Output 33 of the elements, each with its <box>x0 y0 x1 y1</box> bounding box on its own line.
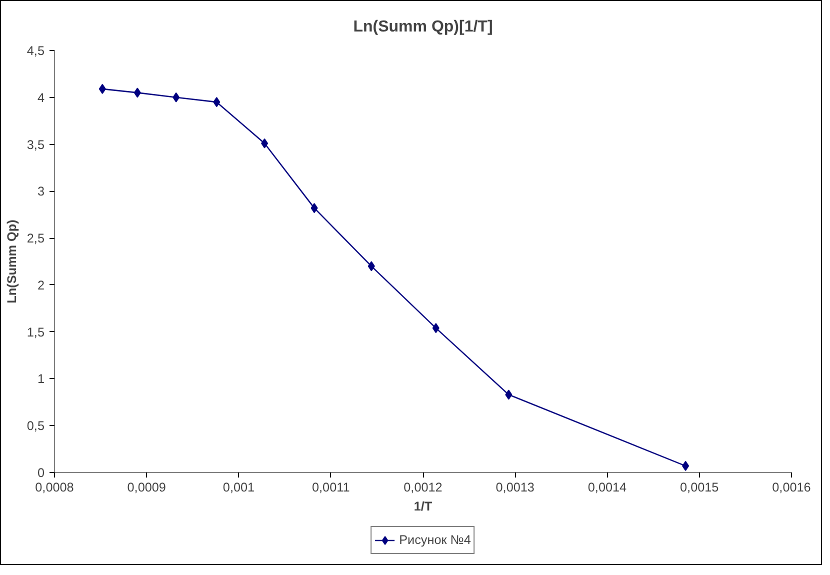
point <box>368 261 375 272</box>
point <box>682 460 690 471</box>
point <box>98 84 106 94</box>
x-tick-label: 0,0011 <box>312 480 350 494</box>
x-tick-label: 0,0012 <box>404 480 442 494</box>
x-tick-label: 0,0009 <box>127 480 166 494</box>
x-tick-label: 0,0013 <box>496 480 534 494</box>
legend-label: Рисунок №4 <box>399 533 471 547</box>
point <box>213 97 220 108</box>
point <box>172 92 180 102</box>
y-tick-label: 0 <box>37 466 45 480</box>
y-tick-label: 2 <box>37 278 45 292</box>
point <box>134 88 141 98</box>
point <box>310 203 318 214</box>
point <box>432 323 440 334</box>
y-tick-label: 3 <box>37 184 45 199</box>
y-tick-label: 0,5 <box>26 419 45 434</box>
x-tick-label: 0,0015 <box>680 480 719 494</box>
x-tick-label: 0,0016 <box>772 480 811 494</box>
x-tick-label: 0,0014 <box>588 480 627 494</box>
x-tick-label: 0,0008 <box>35 480 74 494</box>
x-axis-title: 1/T <box>414 500 432 514</box>
x-tick-label: 0,001 <box>222 480 255 494</box>
point <box>261 138 268 148</box>
y-tick-label: 4 <box>37 90 45 105</box>
y-tick-label: 4,5 <box>26 44 45 58</box>
y-tick-label: 2,5 <box>26 232 45 246</box>
y-tick-label: 1,5 <box>26 325 45 340</box>
y-axis-title: Ln(Summ Qp) <box>4 220 19 304</box>
chart-title: Ln(Summ Qp)[1/T] <box>353 18 493 36</box>
point <box>505 390 512 400</box>
y-tick-label: 1 <box>37 372 45 386</box>
y-tick-label: 3,5 <box>26 138 45 152</box>
